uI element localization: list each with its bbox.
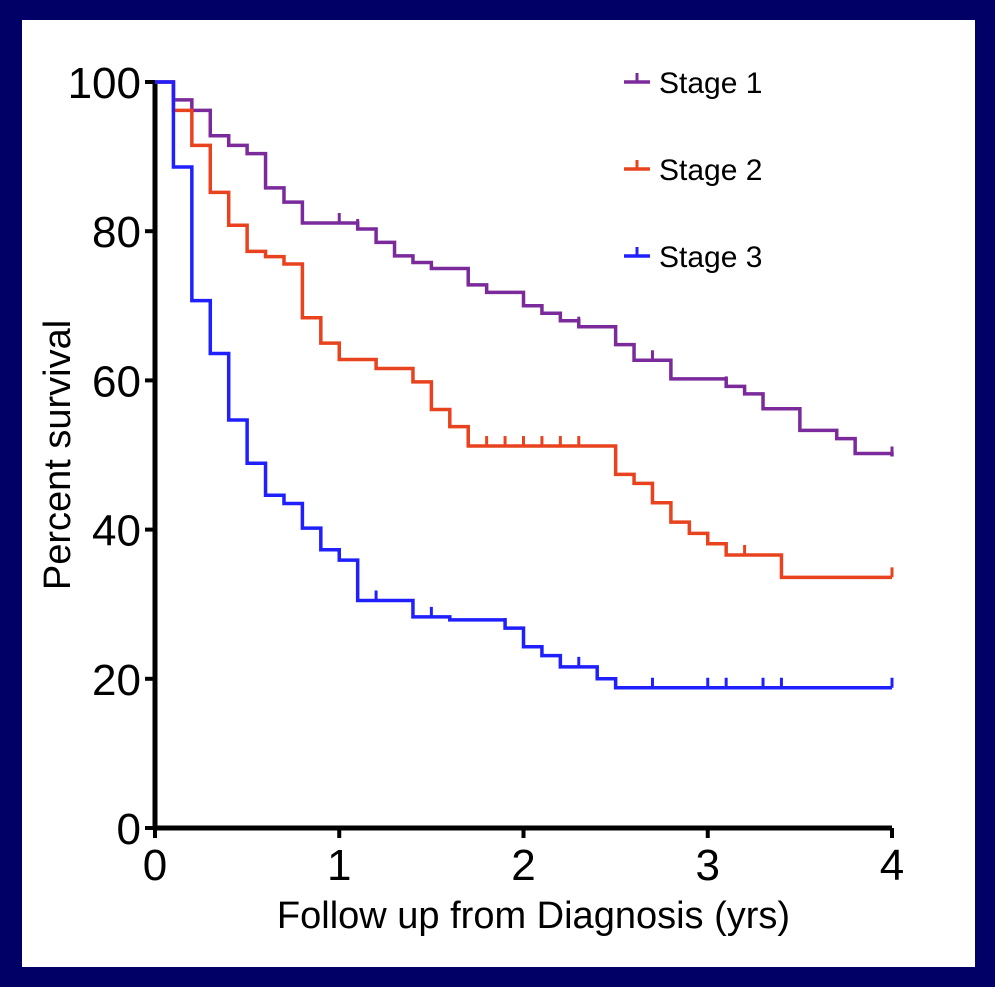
y-axis-title: Percent survival [37,320,79,590]
chart-frame: 0 20 40 60 80 100 0 1 2 3 4 Follow up from Diagnosi… [22,20,975,967]
series-line-stage-2 [155,80,892,580]
x-tick-label: 3 [696,841,720,890]
x-tick-label: 0 [143,841,167,890]
survival-chart: 0 20 40 60 80 100 0 1 2 3 4 Follow up from Diagnosi… [37,59,904,937]
series-line-stage-1 [155,80,894,457]
legend-label-stage-3: Stage 3 [659,241,762,274]
y-tick-label: 80 [92,208,141,257]
x-tick-label: 2 [511,841,535,890]
x-tick-label: 1 [327,841,351,890]
y-tick-label: 60 [92,357,141,406]
y-tick-label: 100 [68,59,141,108]
x-axis-title: Follow up from Diagnosis (yrs) [277,895,790,937]
y-tick-label: 0 [117,805,141,854]
x-tick-label: 4 [880,841,904,890]
series-line-stage-3 [155,80,892,690]
y-tick-label: 20 [92,656,141,705]
legend-label-stage-2: Stage 2 [659,154,762,187]
legend-label-stage-1: Stage 1 [659,67,762,100]
y-tick-label: 40 [92,507,141,556]
